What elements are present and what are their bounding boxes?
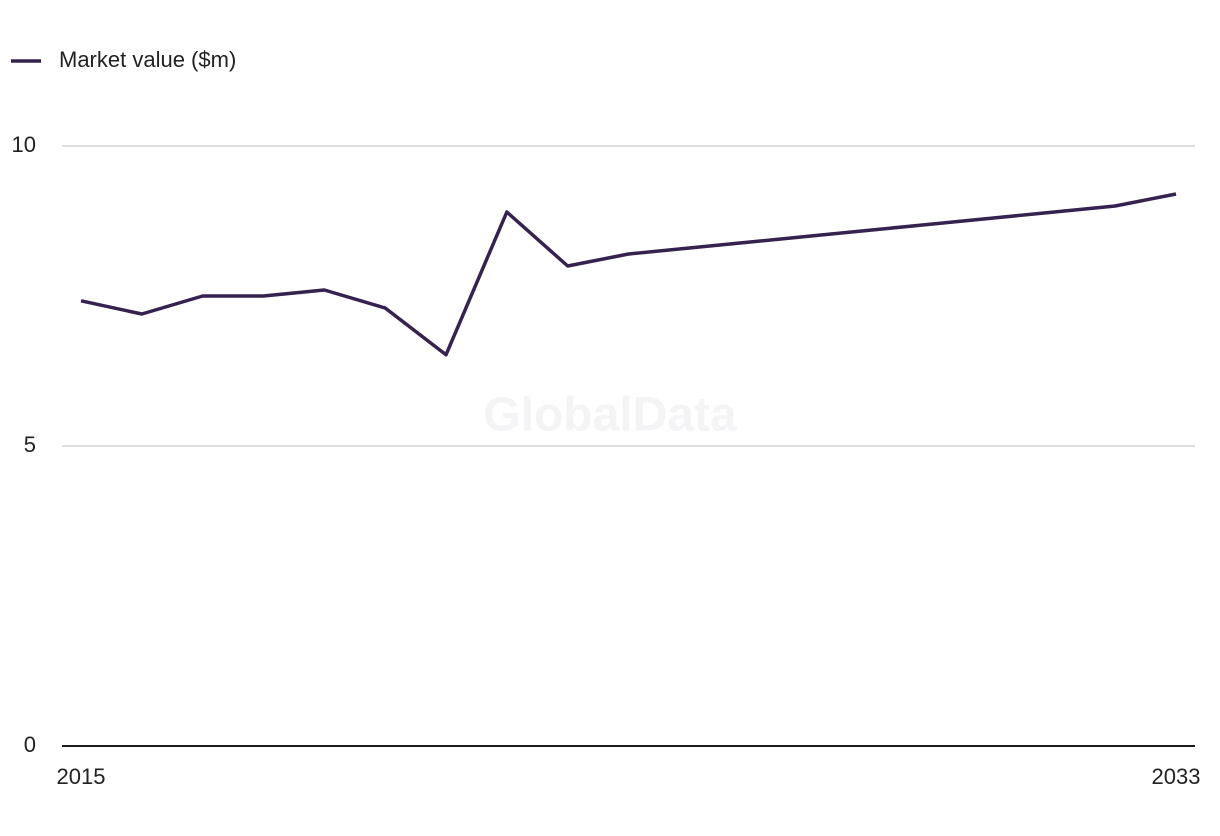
watermark: GlobalData xyxy=(483,389,737,442)
y-tick-label: 10 xyxy=(12,132,36,157)
y-tick-label: 5 xyxy=(24,432,36,457)
series-line xyxy=(80,192,1177,357)
legend-label: Market value ($m) xyxy=(59,47,236,72)
y-tick-label: 0 xyxy=(24,732,36,757)
x-tick-label: 2033 xyxy=(1152,764,1201,789)
x-tick-label: 2015 xyxy=(57,764,106,789)
